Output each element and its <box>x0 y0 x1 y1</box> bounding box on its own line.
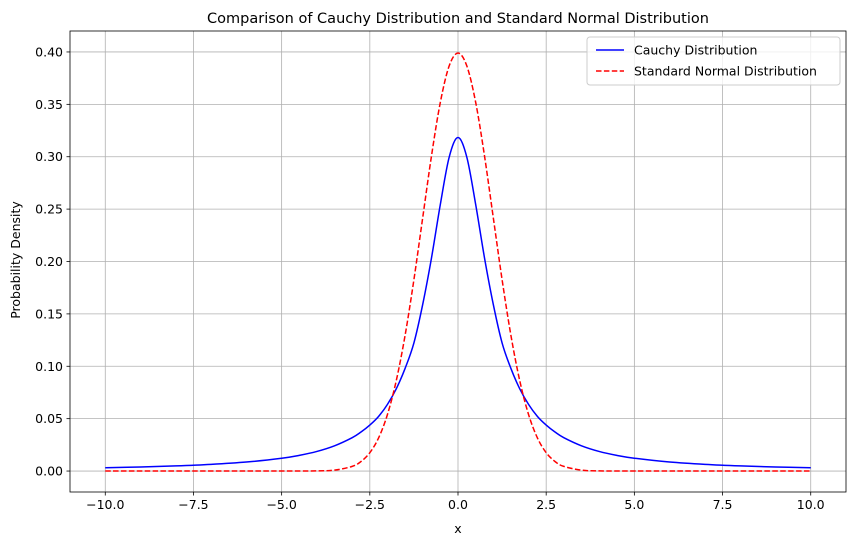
y-tick-label: 0.25 <box>35 202 63 217</box>
chart-title: Comparison of Cauchy Distribution and St… <box>207 11 709 27</box>
series-line-cauchy <box>105 136 811 469</box>
y-axis-label: Probability Density <box>8 201 23 319</box>
series-group <box>105 52 811 472</box>
legend-label-normal: Standard Normal Distribution <box>634 64 817 79</box>
x-tick-label: −5.0 <box>266 497 296 512</box>
legend-label-cauchy: Cauchy Distribution <box>634 43 757 58</box>
x-tick-label: 2.5 <box>536 497 556 512</box>
x-tick-label: 0.0 <box>448 497 468 512</box>
grid-lines <box>70 31 846 492</box>
y-tick-label: 0.20 <box>35 254 63 269</box>
x-tick-label: 7.5 <box>713 497 733 512</box>
y-tick-label: 0.40 <box>35 44 63 59</box>
x-tick-label: 5.0 <box>624 497 644 512</box>
y-tick-label: 0.35 <box>35 97 63 112</box>
x-axis-label: x <box>454 521 461 536</box>
y-tick-label: 0.15 <box>35 306 63 321</box>
legend-box <box>586 36 841 86</box>
x-tick-label: 10.0 <box>797 497 825 512</box>
series-line-normal <box>105 52 811 472</box>
x-tick-label: −10.0 <box>86 497 124 512</box>
legend: Cauchy Distribution Standard Normal Dist… <box>586 36 841 86</box>
y-tick-label: 0.00 <box>35 464 63 479</box>
y-tick-label: 0.05 <box>35 411 63 426</box>
y-tick-label: 0.30 <box>35 149 63 164</box>
x-tick-label: −2.5 <box>355 497 385 512</box>
axis-ticks: −10.0 −7.5 −5.0 −2.5 0.0 2.5 5.0 7.5 10.0 0.00 0.0… <box>35 44 825 512</box>
x-tick-label: −7.5 <box>178 497 208 512</box>
y-tick-label: 0.10 <box>35 359 63 374</box>
